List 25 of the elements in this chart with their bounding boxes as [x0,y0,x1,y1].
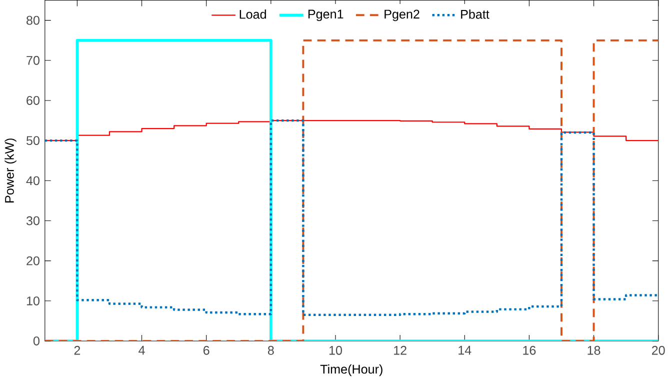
x-tick-label: 16 [523,346,536,355]
x-tick-label: 6 [203,346,210,355]
legend-label: Pgen1 [308,10,344,22]
x-tick-label: 20 [652,346,665,355]
x-tick-label: 2 [74,346,80,355]
y-tick-label: 30 [26,216,40,226]
y-axis-title: Power (kW) [4,138,16,203]
y-tick-label: 10 [26,296,40,306]
y-tick-label: 60 [26,96,40,106]
y-tick-label: 70 [26,56,40,65]
y-tick-label: 50 [26,136,40,146]
legend-label: Pgen2 [384,10,420,22]
y-tick-label: 40 [26,176,40,186]
y-tick-label: 0 [33,336,40,346]
legend-label: Load [240,10,266,19]
y-tick-label: 80 [26,16,40,25]
x-tick-label: 4 [138,346,145,355]
x-tick-label: 12 [394,346,406,355]
x-tick-label: 18 [588,346,600,355]
x-tick-label: 8 [268,346,274,355]
x-tick-label: 14 [458,346,472,355]
x-tick-label: 10 [329,346,342,355]
legend-label: Pbatt [461,10,490,19]
x-axis-title: Time(Hour) [320,364,382,376]
y-tick-label: 20 [26,256,40,266]
